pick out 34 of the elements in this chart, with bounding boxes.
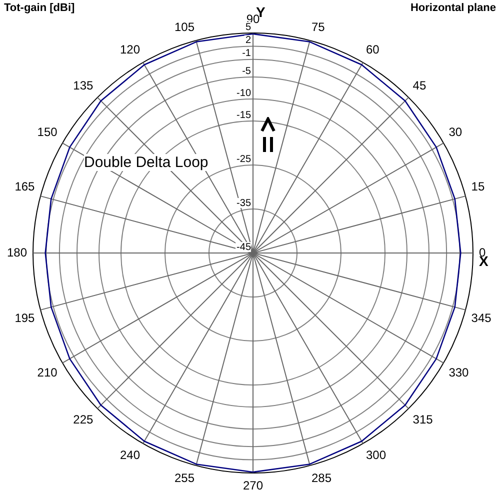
spoke-label: 240	[120, 448, 140, 462]
spoke-label: 315	[412, 412, 434, 426]
spoke-label: 270	[242, 478, 264, 492]
y-tick-label: 2	[245, 34, 252, 46]
y-tick-label: -25	[236, 154, 252, 165]
chart-title: Horizontal plane	[410, 2, 496, 14]
spoke-label: 60	[366, 42, 380, 56]
y-tick-label: -10	[236, 88, 252, 99]
y-tick-label: -5	[242, 66, 252, 77]
spoke-label: 120	[120, 42, 140, 56]
text: Double Delta Loop	[84, 154, 208, 171]
spoke-label: 165	[14, 180, 36, 194]
spoke-label: 180	[6, 245, 28, 260]
spoke-label: 15	[471, 180, 485, 194]
spoke-label: 210	[37, 366, 58, 380]
y-tick-label: -1	[242, 48, 252, 60]
spoke-label: 255	[174, 470, 195, 485]
y-tick-label: -15	[236, 110, 252, 121]
spoke-label: 150	[37, 125, 58, 140]
spoke-label: 135	[73, 78, 94, 92]
spoke-label: 30	[448, 125, 462, 140]
spoke-label: 45	[412, 78, 426, 92]
spoke-label: 330	[448, 366, 470, 380]
spoke-label: 105	[174, 20, 195, 34]
y-tick-label: 5	[245, 22, 252, 33]
spoke-label: 225	[73, 412, 94, 426]
y-tick-label: -45	[236, 242, 252, 253]
spoke-label: 75	[311, 20, 326, 34]
spoke-label: 195	[14, 311, 36, 325]
spoke-label: 285	[311, 470, 332, 485]
text: Tot-gain [dBi]	[4, 2, 75, 14]
spoke-label: 345	[471, 311, 492, 325]
y-tick-label: -35	[236, 198, 252, 209]
spoke-label: 300	[366, 448, 386, 462]
